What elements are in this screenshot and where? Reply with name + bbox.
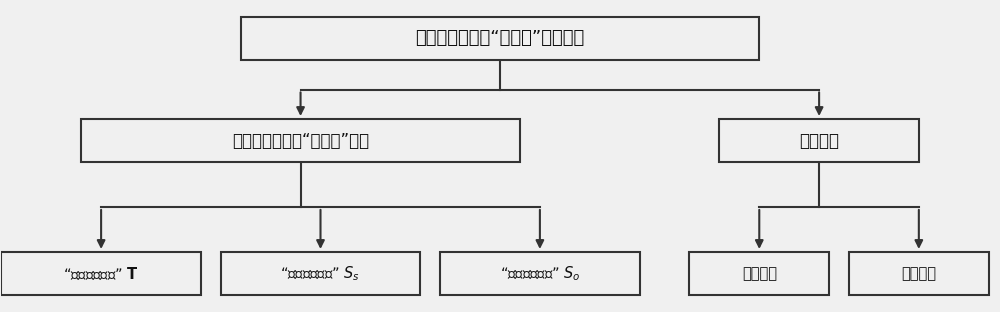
- Text: “拓扑结构矩阵” $\mathbf{T}$: “拓扑结构矩阵” $\mathbf{T}$: [63, 265, 139, 282]
- FancyBboxPatch shape: [689, 252, 829, 295]
- FancyBboxPatch shape: [440, 252, 640, 295]
- Text: 特殊算子: 特殊算子: [901, 266, 936, 281]
- FancyBboxPatch shape: [241, 17, 759, 60]
- Text: “第一参数矩阵” $S_s$: “第一参数矩阵” $S_s$: [280, 264, 361, 283]
- Text: 模拟电子电路的“矩阵组”编码: 模拟电子电路的“矩阵组”编码: [232, 132, 369, 149]
- FancyBboxPatch shape: [81, 119, 520, 162]
- FancyBboxPatch shape: [221, 252, 420, 295]
- FancyBboxPatch shape: [849, 252, 989, 295]
- FancyBboxPatch shape: [1, 252, 201, 295]
- FancyBboxPatch shape: [719, 119, 919, 162]
- Text: 操作算子: 操作算子: [742, 266, 777, 281]
- Text: “第二参数矩阵” $S_o$: “第二参数矩阵” $S_o$: [500, 264, 580, 283]
- Text: 模拟电子电路的“矩阵组”编码方法: 模拟电子电路的“矩阵组”编码方法: [415, 30, 585, 47]
- Text: 电路算子: 电路算子: [799, 132, 839, 149]
